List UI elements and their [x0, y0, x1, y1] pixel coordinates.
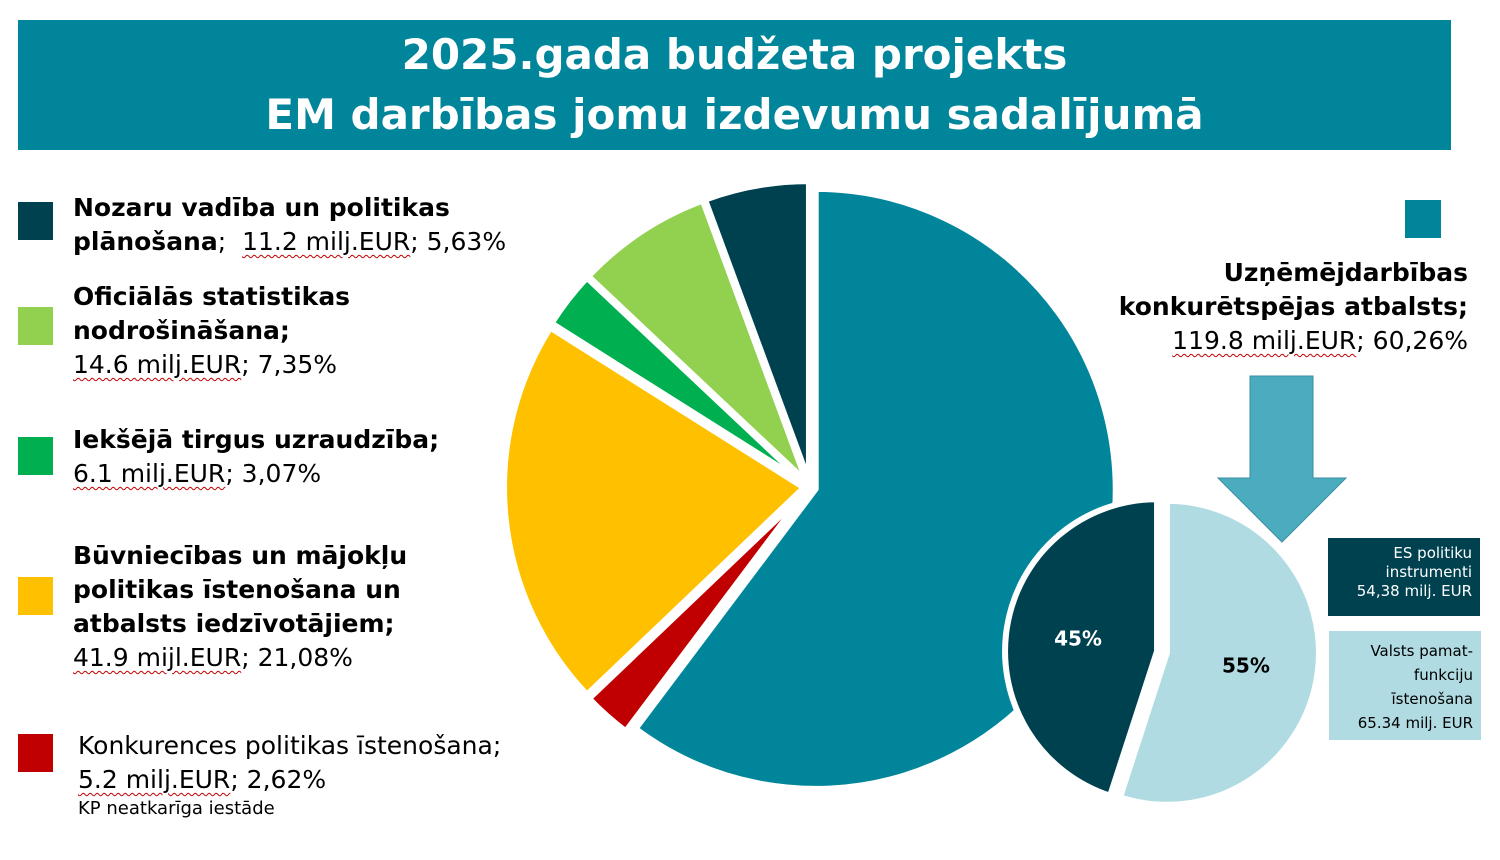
sub-pie: 55% 45%: [1002, 496, 1322, 808]
sub-pie-slice-1: [1002, 496, 1161, 800]
legend-konkurence-note: KP neatkarīga iestāde: [78, 798, 275, 819]
box-es-line1: ES politiku: [1393, 544, 1472, 562]
legend-uznemejdarbiba-amount: 119.8 milj.EUR: [1172, 326, 1357, 355]
box-valsts-line1: Valsts pamat-: [1370, 642, 1473, 660]
main-pie: [501, 178, 1119, 792]
legend-konkurence-title-a: Konkurences politikas īstenošana;: [78, 731, 502, 760]
legend-statistika-title-b: nodrošināšana;: [73, 316, 290, 345]
sub-pie-slice-0: [1116, 497, 1322, 808]
legend-buvnieciba-amount: 41.9 mijl.EUR: [73, 643, 242, 672]
legend-uznemejdarbiba: Uzņēmējdarbības konkurētspējas atbalsts;…: [1119, 256, 1468, 358]
legend-buvnieciba-pct: ; 21,08%: [241, 643, 353, 672]
legend-buvnieciba-title-a: Būvniecības un mājokļu: [73, 541, 408, 570]
box-valsts-funkcijas: Valsts pamat- funkciju īstenošana 65.34 …: [1329, 631, 1481, 740]
box-es-line3: 54,38 milj. EUR: [1356, 582, 1472, 600]
box-es-instrumenti: ES politiku instrumenti 54,38 milj. EUR: [1328, 538, 1480, 616]
legend-konkurence-amount: 5.2 milj.EUR: [78, 765, 231, 794]
sub-pie-label-1: 45%: [1054, 627, 1102, 651]
box-valsts-line3: īstenošana: [1391, 690, 1473, 708]
legend-tirgus-amount: 6.1 milj.EUR: [73, 459, 226, 488]
legend-statistika-amount: 14.6 milj.EUR: [73, 350, 242, 379]
legend-uznemejdarbiba-title-b: konkurētspējas atbalsts;: [1118, 292, 1468, 321]
main-pie-slice-4: [584, 196, 810, 485]
title-line-2: EM darbības jomu izdevumu sadalījumā: [265, 90, 1204, 139]
legend-statistika-pct: ; 7,35%: [241, 350, 338, 379]
legend-swatch-tirgus: [18, 437, 53, 475]
main-pie-slice-5: [701, 178, 812, 483]
legend-uznemejdarbiba-pct: ; 60,26%: [1356, 326, 1468, 355]
sub-pie-label-0: 55%: [1222, 653, 1270, 677]
down-arrow-icon: [1216, 375, 1348, 543]
main-pie-slice-2: [501, 323, 809, 699]
legend-nozaru-title-a: Nozaru vadība un politikas: [73, 193, 450, 222]
legend-swatch-nozaru: [18, 202, 53, 240]
legend-konkurence-pct: ; 2,62%: [230, 765, 327, 794]
legend-swatch-statistika: [18, 307, 53, 345]
box-valsts-line4: 65.34 milj. EUR: [1357, 714, 1473, 732]
legend-uznemejdarbiba-title-a: Uzņēmējdarbības: [1223, 258, 1468, 287]
legend-buvnieciba-title-b: politikas īstenošana un: [73, 575, 401, 604]
legend-nozaru-sep: ;: [217, 227, 243, 256]
legend-tirgus-pct: ; 3,07%: [225, 459, 322, 488]
title-line-1: 2025.gada budžeta projekts: [401, 30, 1068, 79]
legend-tirgus-title-a: Iekšējā tirgus uzraudzība;: [73, 425, 440, 454]
main-pie-slice-1: [584, 489, 809, 736]
box-valsts-line2: funkciju: [1413, 666, 1473, 684]
title-banner: 2025.gada budžeta projekts EM darbības j…: [18, 20, 1451, 150]
box-es-line2: instrumenti: [1385, 563, 1472, 581]
legend-swatch-konkurence: [18, 734, 53, 772]
legend-swatch-uznemejdarbiba: [1405, 200, 1441, 238]
legend-nozaru-amount: 11.2 milj.EUR: [242, 227, 411, 256]
legend-buvnieciba-title-c: atbalsts iedzīvotājiem;: [73, 609, 395, 638]
legend-statistika-title-a: Oficiālās statistikas: [73, 282, 351, 311]
legend-nozaru-title-b: plānošana: [73, 227, 218, 256]
legend-swatch-buvnieciba: [18, 577, 53, 615]
legend-nozaru-pct: ; 5,63%: [410, 227, 507, 256]
